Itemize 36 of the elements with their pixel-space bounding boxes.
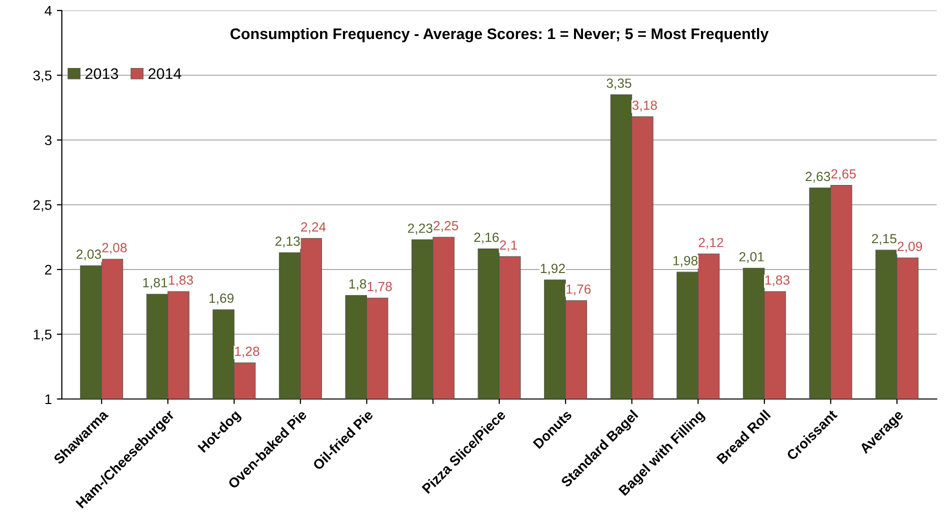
- data-label: 2,01: [739, 252, 764, 263]
- data-label: 2,63: [806, 172, 830, 183]
- data-label: 2,12: [698, 238, 724, 249]
- data-label: 1,81: [143, 278, 168, 289]
- y-tick-label: 1,5: [34, 330, 52, 342]
- data-label: 2,13: [275, 236, 300, 248]
- data-label: 2,09: [898, 242, 922, 253]
- y-tick-label: 2,5: [33, 200, 52, 212]
- data-label: 2,08: [102, 243, 127, 254]
- y-tick-label: 3: [44, 135, 52, 146]
- data-label: 2,65: [831, 169, 856, 180]
- data-label: 1,76: [566, 284, 591, 296]
- y-tick-label: 4: [44, 6, 52, 16]
- data-label: 1,83: [765, 275, 790, 286]
- data-label: 2,23: [408, 224, 432, 234]
- data-label: 1,28: [235, 346, 260, 358]
- data-label: 1,78: [368, 282, 392, 293]
- data-label: 3,35: [606, 78, 632, 90]
- data-label: 2,1: [500, 240, 517, 252]
- data-label: 1,92: [540, 264, 565, 275]
- legend-label: 2014: [148, 68, 182, 80]
- data-label: 1,69: [209, 294, 234, 304]
- y-tick-label: 3,5: [33, 70, 52, 82]
- data-label: 2,24: [301, 222, 326, 234]
- data-label: 2,15: [872, 234, 896, 245]
- y-tick-label: 1: [45, 394, 52, 404]
- text: Consumption Frequency - Average Scores: 1 = Never; 5 = Most Frequently: [230, 28, 769, 42]
- data-label: 1,8: [349, 279, 366, 290]
- data-label: 3,18: [632, 100, 657, 112]
- data-label: 2,16: [474, 232, 499, 244]
- data-label: 1,83: [168, 275, 193, 286]
- data-label: 2,25: [434, 221, 458, 232]
- data-label: 1,98: [673, 256, 698, 267]
- y-tick-label: 2: [45, 264, 52, 275]
- legend-label: 2013: [86, 68, 118, 80]
- data-label: 2,03: [76, 249, 102, 260]
